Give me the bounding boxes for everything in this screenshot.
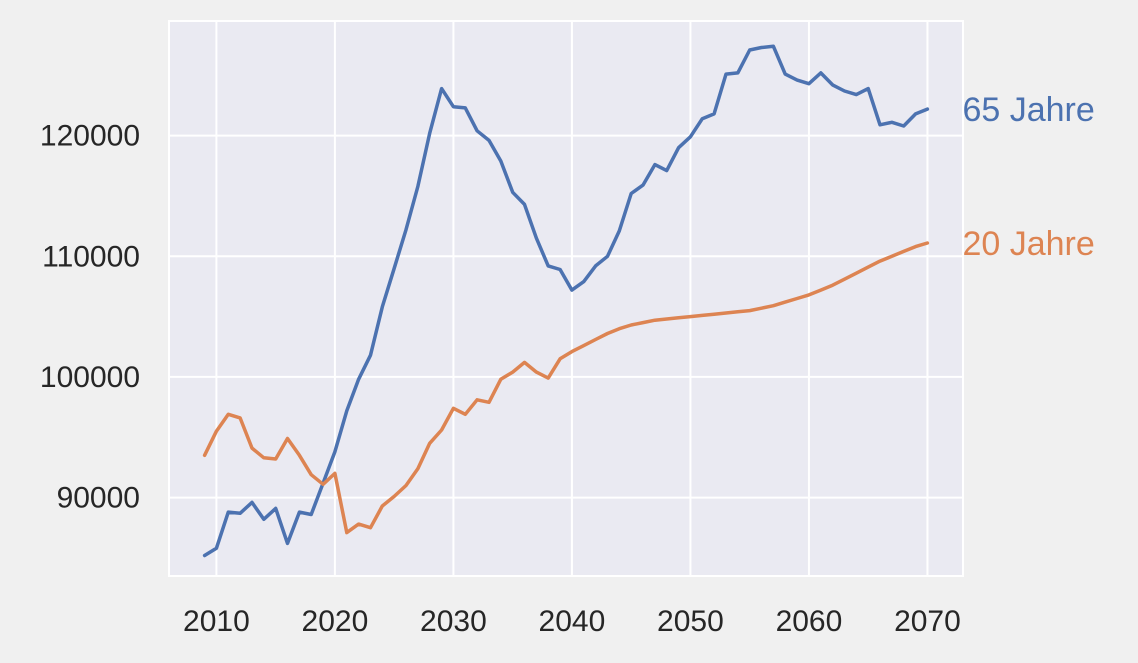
series-label-20-jahre: 20 Jahre xyxy=(962,225,1094,263)
x-tick-label: 2060 xyxy=(776,605,843,638)
series-line-20-jahre xyxy=(202,241,930,535)
y-tick-label: 110000 xyxy=(42,240,140,273)
series-label-65-jahre: 65 Jahre xyxy=(962,91,1094,129)
x-axis-ticks: 2010 2020 2030 2040 2050 2060 2070 xyxy=(183,605,961,638)
x-tick-label: 2070 xyxy=(894,605,961,638)
x-tick-label: 2050 xyxy=(657,605,724,638)
x-tick-label: 2020 xyxy=(302,605,369,638)
x-tick-label: 2010 xyxy=(183,605,250,638)
series-line-65-jahre xyxy=(202,44,930,558)
y-tick-label: 90000 xyxy=(57,482,140,515)
y-axis-ticks: 90000 100000 110000 120000 xyxy=(40,120,140,515)
x-tick-label: 2040 xyxy=(539,605,606,638)
y-tick-label: 120000 xyxy=(40,120,140,153)
x-tick-label: 2030 xyxy=(420,605,487,638)
plot-background xyxy=(169,21,963,576)
series-labels: 65 Jahre 20 Jahre xyxy=(962,91,1094,263)
y-tick-label: 100000 xyxy=(40,361,140,394)
series-lines xyxy=(202,44,930,558)
plot-frame xyxy=(168,20,964,577)
grid-lines xyxy=(169,21,963,576)
